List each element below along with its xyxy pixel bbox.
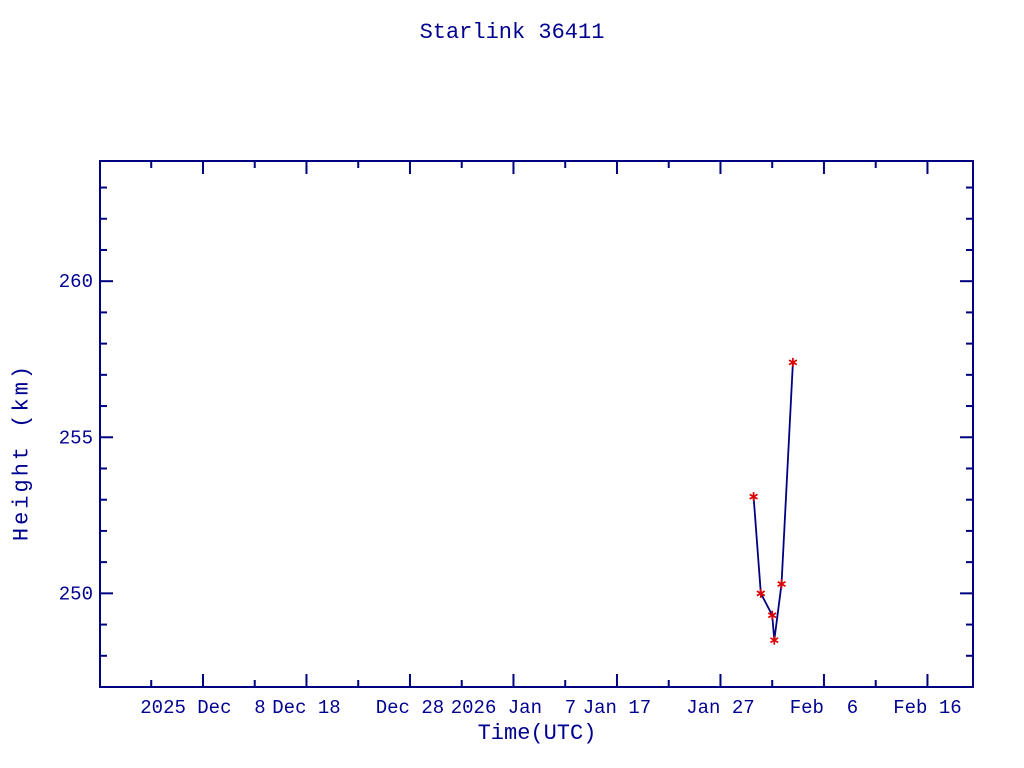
data-point-marker (788, 357, 798, 367)
x-tick-label: Jan 17 (583, 697, 651, 719)
plot-frame (99, 160, 974, 688)
y-tick-label: 250 (59, 583, 93, 605)
x-tick-label: 2026 Jan 7 (451, 697, 576, 719)
data-point-marker (749, 492, 758, 502)
data-point-marker (769, 635, 779, 645)
x-tick-label: Dec 28 (376, 697, 444, 719)
x-tick-label: Jan 27 (686, 697, 754, 719)
data-point-marker (756, 588, 766, 598)
x-tick-label: Feb 16 (893, 697, 961, 719)
chart-title: Starlink 36411 (419, 20, 605, 45)
x-tick-label: Dec 18 (272, 697, 340, 719)
data-point-marker (777, 579, 786, 589)
x-tick-label: Feb 6 (790, 697, 858, 719)
y-axis-title: Height (km) (9, 362, 35, 542)
data-point-marker (767, 610, 777, 620)
y-tick-label: 260 (59, 271, 93, 293)
x-axis-title: Time(UTC) (477, 721, 597, 746)
x-tick-label: 2025 Dec 8 (140, 697, 265, 719)
y-tick-label: 255 (59, 427, 93, 449)
height-line (752, 362, 794, 641)
